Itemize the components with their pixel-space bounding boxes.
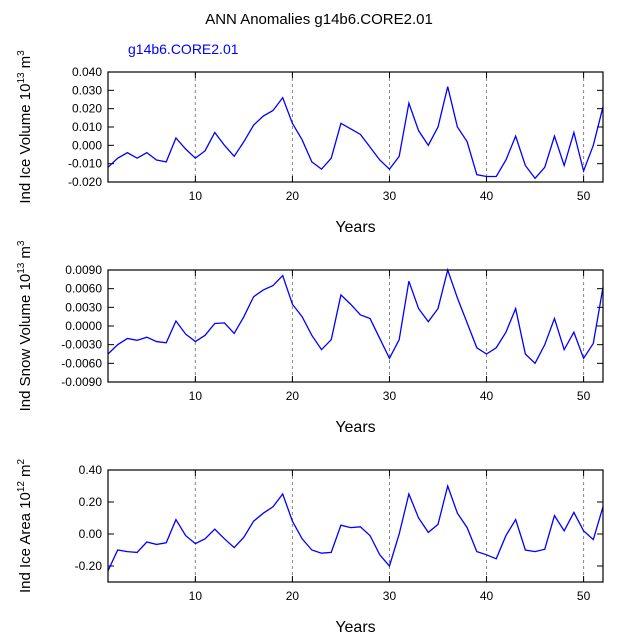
y-tick-label: 0.040	[72, 65, 102, 79]
y-axis-title-unit-exponent: 3	[16, 50, 27, 56]
y-axis-title-text: Ind Ice Volume 10	[17, 84, 34, 204]
y-axis-title-unit: m	[17, 246, 34, 259]
x-axis-title: Years	[335, 419, 375, 436]
y-tick-label: 0.20	[79, 495, 103, 509]
x-tick-label: 40	[480, 389, 494, 403]
y-axis-title-text: Ind Ice Area 10	[17, 492, 34, 593]
subtitle: g14b6.CORE2.01	[128, 41, 239, 57]
data-line	[107, 483, 604, 572]
x-tick-label: 30	[383, 389, 397, 403]
y-tick-label: -0.0060	[61, 356, 102, 370]
x-tick-label: 50	[577, 589, 591, 603]
x-tick-label: 50	[577, 389, 591, 403]
x-tick-label: 20	[286, 589, 300, 603]
plot-frame	[107, 469, 604, 583]
x-tick-label: 20	[286, 189, 300, 203]
y-axis-title-unit-exponent: 3	[16, 240, 27, 246]
x-tick-label: 20	[286, 389, 300, 403]
y-tick-label: 0.00	[79, 527, 103, 541]
x-tick-label: 30	[383, 589, 397, 603]
y-axis-title: Ind Snow Volume 1013 m3	[16, 240, 34, 411]
y-axis-title-unit-exponent: 2	[16, 459, 27, 465]
chart-title: ANN Anomalies g14b6.CORE2.01	[205, 11, 433, 28]
y-tick-label: -0.010	[68, 157, 102, 171]
y-axis-title: Ind Ice Volume 1013 m3	[16, 50, 34, 204]
y-tick-label: -0.20	[75, 559, 103, 573]
y-tick-label: -0.0030	[61, 338, 102, 352]
x-tick-label: 50	[577, 189, 591, 203]
x-tick-label: 10	[189, 189, 203, 203]
y-tick-label: 0.0030	[65, 300, 102, 314]
data-line	[107, 86, 604, 180]
y-axis-title-unit: m	[17, 56, 34, 69]
x-tick-label: 40	[480, 189, 494, 203]
plot-frame	[107, 269, 604, 383]
y-tick-label: 0.40	[79, 463, 103, 477]
y-tick-label: 0.0090	[65, 263, 102, 277]
y-axis-title-exponent: 12	[16, 481, 27, 493]
x-tick-label: 10	[189, 589, 203, 603]
y-axis-title-exponent: 13	[16, 262, 27, 274]
y-tick-label: 0.0060	[65, 282, 102, 296]
y-axis-title-exponent: 13	[16, 72, 27, 84]
y-tick-label: 0.020	[72, 102, 102, 116]
plot-frame	[107, 71, 604, 183]
y-axis-title: Ind Ice Area 1012 m2	[16, 459, 34, 594]
y-tick-label: -0.020	[68, 175, 102, 189]
x-axis-title: Years	[335, 619, 375, 636]
y-axis-title-text: Ind Snow Volume 10	[17, 274, 34, 412]
y-tick-label: 0.000	[72, 138, 102, 152]
x-tick-label: 40	[480, 589, 494, 603]
data-line	[107, 267, 604, 365]
x-tick-label: 10	[189, 389, 203, 403]
y-tick-label: 0.0000	[65, 319, 102, 333]
x-tick-label: 30	[383, 189, 397, 203]
x-axis-title: Years	[335, 219, 375, 236]
y-axis-title-unit: m	[17, 465, 34, 478]
y-tick-label: -0.0090	[61, 375, 102, 389]
y-tick-label: 0.030	[72, 83, 102, 97]
y-tick-label: 0.010	[72, 120, 102, 134]
